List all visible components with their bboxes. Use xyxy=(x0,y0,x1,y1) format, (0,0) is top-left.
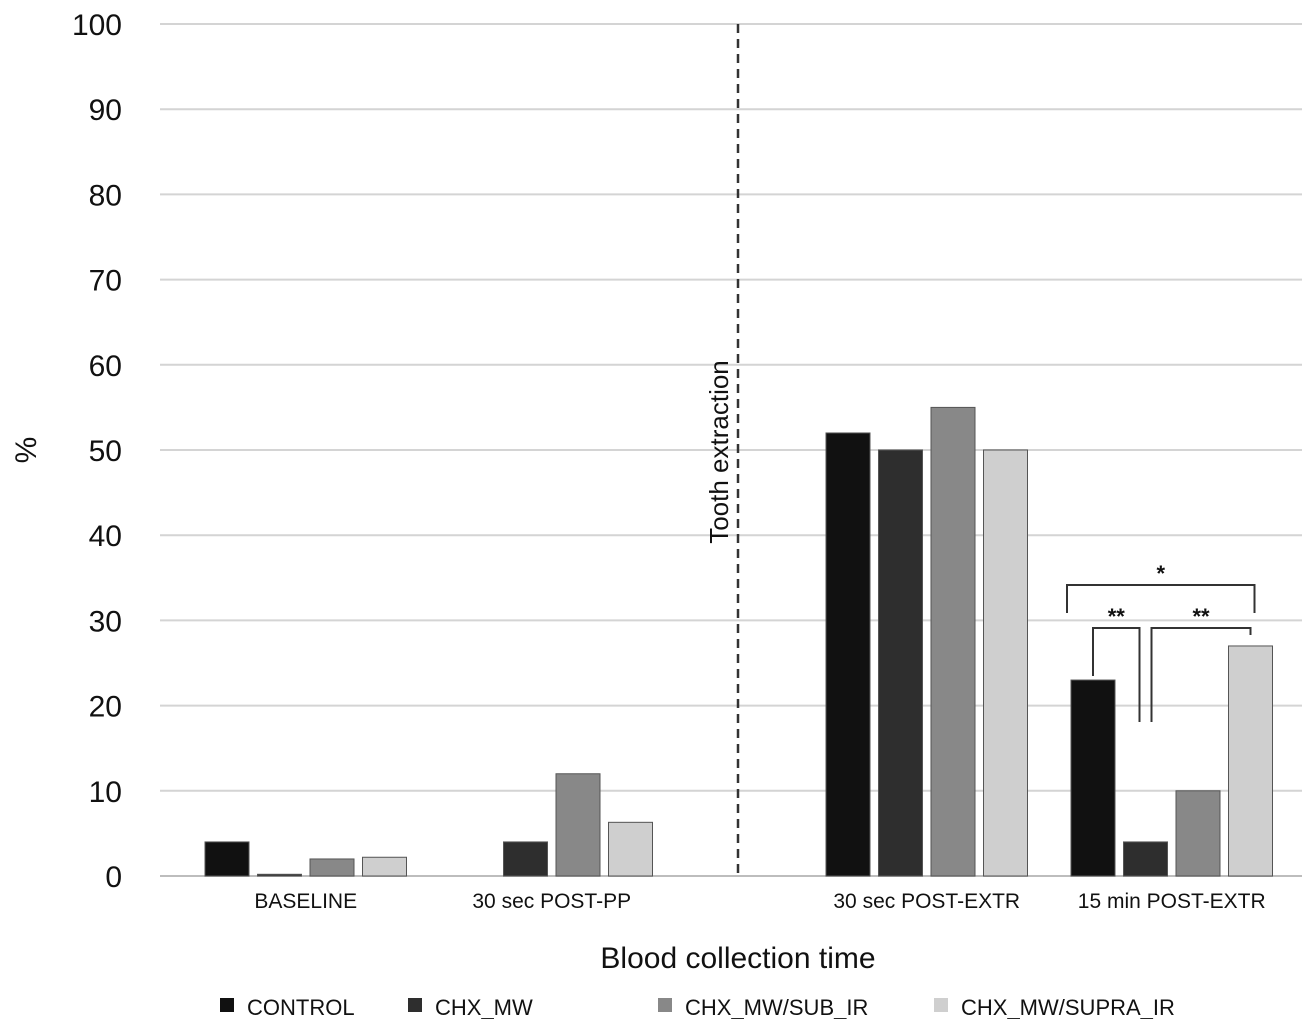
x-axis-title: Blood collection time xyxy=(600,942,875,975)
bar-1-0 xyxy=(257,873,302,877)
category-label-0: BASELINE xyxy=(254,890,357,913)
bar-2-2 xyxy=(930,406,976,877)
legend-label-1: CHX_MW xyxy=(435,995,533,1019)
bars xyxy=(204,406,1273,877)
significance-bracket-1 xyxy=(1092,627,1141,722)
y-tick-label-70: 70 xyxy=(89,265,122,298)
y-tick-label-20: 20 xyxy=(89,691,122,724)
y-tick-label-80: 80 xyxy=(89,179,122,212)
y-axis-title: % xyxy=(10,437,43,464)
legend-label-3: CHX_MW/SUPRA_IR xyxy=(961,995,1175,1019)
legend-swatch-3 xyxy=(934,998,948,1012)
bar-1-1 xyxy=(503,841,548,877)
significance-label-2: ** xyxy=(1192,604,1210,629)
bar-0-2 xyxy=(825,432,871,877)
y-tick-label-60: 60 xyxy=(89,350,122,383)
bar-3-3 xyxy=(1228,645,1273,877)
legend-swatch-2 xyxy=(658,998,672,1012)
y-tick-label-0: 0 xyxy=(105,861,122,894)
legend-label-2: CHX_MW/SUB_IR xyxy=(685,995,868,1019)
category-label-3: 15 min POST-EXTR xyxy=(1078,890,1266,913)
legend: CONTROL CHX_MW CHX_MW/SUB_IR CHX_MW/SUPRA_I… xyxy=(220,995,1175,1019)
significance-brackets: *** ** xyxy=(1066,561,1256,722)
y-tick-label-40: 40 xyxy=(89,520,122,553)
bar-0-0 xyxy=(204,841,250,877)
bar-0-3 xyxy=(1070,679,1116,877)
legend-label-0: CONTROL xyxy=(247,995,355,1019)
category-label-2: 30 sec POST-EXTR xyxy=(833,890,1020,913)
y-axis-ticks: 0 10 20 30 40 50 60 70 80 90 100 xyxy=(72,9,122,894)
y-tick-label-50: 50 xyxy=(89,435,122,468)
significance-label-0: * xyxy=(1156,561,1165,586)
y-tick-label-30: 30 xyxy=(89,605,122,638)
category-labels: BASELINE 30 sec POST-PP 30 sec POST-EXTR 15… xyxy=(254,890,1265,913)
gridlines xyxy=(160,23,1302,877)
y-tick-label-90: 90 xyxy=(89,94,122,127)
significance-bracket-2 xyxy=(1150,627,1252,722)
bar-3-0 xyxy=(362,856,407,877)
legend-swatch-1 xyxy=(408,998,422,1012)
bar-1-3 xyxy=(1123,841,1168,877)
y-tick-label-10: 10 xyxy=(89,776,122,809)
bar-3-2 xyxy=(983,449,1028,877)
significance-bracket-0 xyxy=(1066,584,1256,613)
significance-label-1: ** xyxy=(1108,604,1126,629)
bar-1-2 xyxy=(878,449,923,877)
tooth-extraction-label: Tooth extraction xyxy=(704,360,734,544)
bar-2-0 xyxy=(309,858,355,877)
category-label-1: 30 sec POST-PP xyxy=(472,890,631,913)
bar-2-1 xyxy=(555,773,601,877)
bar-2-3 xyxy=(1175,790,1221,877)
legend-swatch-0 xyxy=(220,998,234,1012)
bar-3-1 xyxy=(608,821,653,877)
y-tick-label-100: 100 xyxy=(72,9,122,42)
